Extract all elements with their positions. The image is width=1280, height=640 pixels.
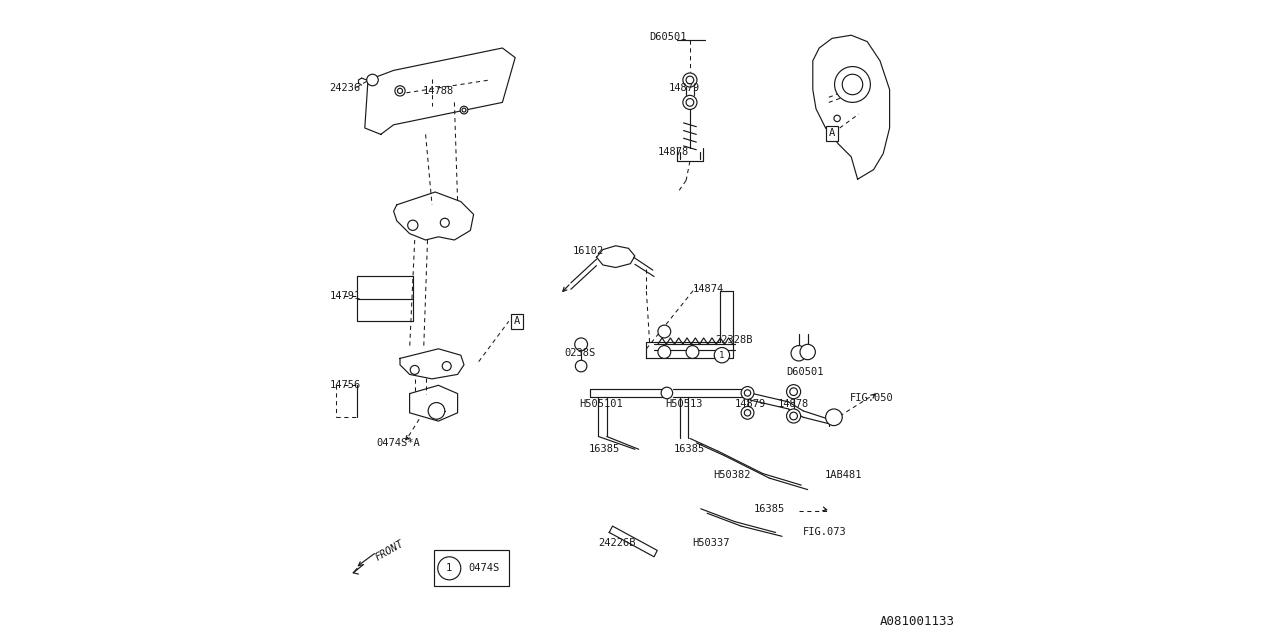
Text: FIG.050: FIG.050 [850,393,893,403]
Circle shape [367,74,379,86]
Text: 16385: 16385 [589,444,620,454]
Text: H50337: H50337 [692,538,730,548]
Circle shape [443,362,452,371]
Text: 14874: 14874 [692,284,723,294]
Circle shape [407,220,417,230]
Text: 1: 1 [447,563,452,573]
Circle shape [658,346,671,358]
Circle shape [394,86,404,96]
Text: 0474S*A: 0474S*A [376,438,420,448]
Circle shape [397,88,402,93]
Polygon shape [813,35,890,179]
Circle shape [786,409,801,423]
Circle shape [440,218,449,227]
Polygon shape [399,349,465,379]
Circle shape [745,390,751,396]
Text: 14756: 14756 [330,380,361,390]
Polygon shape [365,48,516,134]
Text: 14879: 14879 [668,83,700,93]
Polygon shape [609,526,658,557]
Text: 14879: 14879 [735,399,765,410]
Circle shape [438,557,461,580]
Circle shape [686,346,699,358]
Circle shape [826,409,842,426]
Circle shape [790,412,797,420]
Polygon shape [596,246,635,268]
Text: 14878: 14878 [658,147,689,157]
Circle shape [428,403,445,419]
Text: D60501: D60501 [650,32,687,42]
Circle shape [658,325,671,338]
Text: 24236: 24236 [330,83,361,93]
Text: 0474S: 0474S [468,563,499,573]
Text: 22328B: 22328B [716,335,753,346]
Circle shape [741,406,754,419]
Circle shape [745,410,751,416]
Circle shape [684,95,696,109]
Text: FIG.073: FIG.073 [804,527,847,538]
Text: 16385: 16385 [673,444,704,454]
Circle shape [684,73,696,87]
Circle shape [575,338,588,351]
Circle shape [741,387,754,399]
Circle shape [662,387,673,399]
Circle shape [842,74,863,95]
Circle shape [410,365,420,374]
Text: A081001133: A081001133 [879,616,955,628]
Text: FRONT: FRONT [374,538,406,563]
Circle shape [790,388,797,396]
Circle shape [800,344,815,360]
Text: 16385: 16385 [754,504,785,514]
FancyBboxPatch shape [434,550,509,586]
Text: 16102: 16102 [573,246,604,256]
Polygon shape [646,291,732,358]
Circle shape [714,348,730,363]
Text: 14791: 14791 [330,291,361,301]
Text: 14788: 14788 [422,86,453,96]
Text: D60501: D60501 [786,367,823,378]
Circle shape [576,360,586,372]
Circle shape [462,108,466,112]
Text: H505101: H505101 [580,399,623,410]
Text: H50382: H50382 [714,470,751,480]
Circle shape [835,115,841,122]
Circle shape [461,106,468,114]
Text: 0238S: 0238S [564,348,595,358]
Text: A: A [515,316,520,326]
Circle shape [786,385,801,399]
Text: H50513: H50513 [666,399,703,410]
Circle shape [835,67,870,102]
Text: A: A [829,128,835,138]
Circle shape [791,346,806,361]
Text: 1: 1 [719,351,724,360]
Circle shape [686,99,694,106]
Text: 14878: 14878 [777,399,809,410]
Polygon shape [410,385,458,421]
Text: 24226B: 24226B [599,538,636,548]
Polygon shape [394,192,474,240]
Text: 1AB481: 1AB481 [824,470,861,480]
Circle shape [686,76,694,84]
